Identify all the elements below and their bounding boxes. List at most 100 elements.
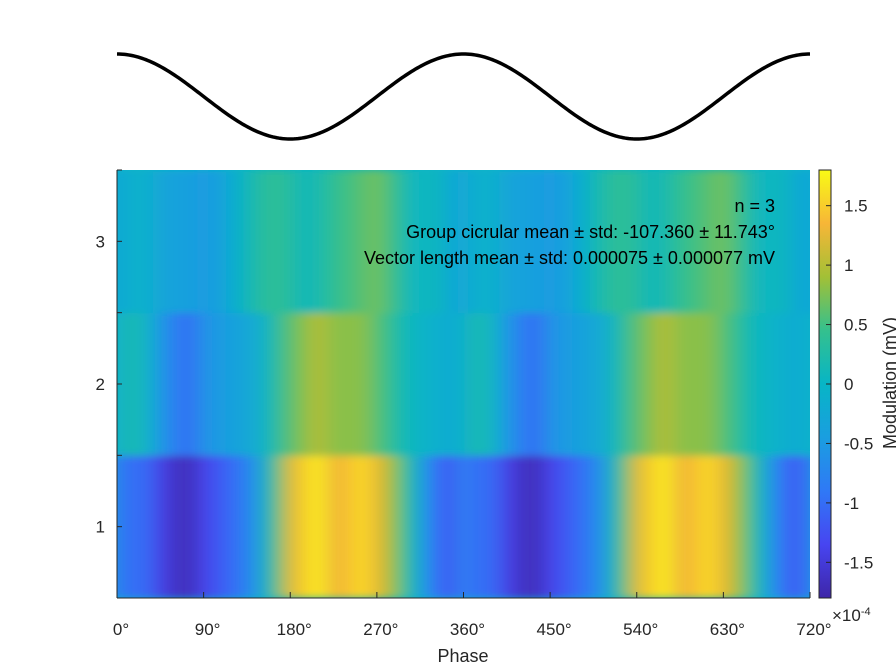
heatmap-cell [340, 170, 356, 314]
heatmap-cell [787, 170, 804, 314]
heatmap-cell [701, 312, 717, 456]
heatmap-cell [499, 170, 515, 314]
heatmap-cell [585, 170, 602, 314]
heatmap-cell [123, 312, 140, 456]
heatmap-cell [600, 312, 616, 456]
heatmap-cell [167, 312, 183, 456]
heatmap-cell [282, 170, 298, 314]
heatmap-cell [758, 454, 775, 598]
heatmap-cell [296, 454, 313, 598]
heatmap-cell [167, 454, 183, 598]
heatmap-cell [556, 454, 573, 598]
heatmap-cell [542, 170, 558, 314]
heatmap-cell [571, 170, 587, 314]
heatmap-cell [152, 312, 169, 456]
heatmap-cell [152, 454, 169, 598]
heatmap-cell [325, 170, 342, 314]
heatmap-cell [325, 312, 342, 456]
heatmap-cell [426, 312, 443, 456]
heatmap-cell [123, 170, 140, 314]
heatmap-cell [210, 170, 226, 314]
heatmap-cell [643, 170, 659, 314]
x-tick-label: 360° [450, 620, 485, 639]
heatmap-cell [369, 454, 385, 598]
phase-reference-sine-line [116, 52, 811, 141]
heatmap-cell [513, 454, 529, 598]
heatmap-cell [513, 312, 529, 456]
heatmap-cell [730, 170, 746, 314]
heatmap-cell [354, 312, 371, 456]
annotation-block: n = 3 Group cicrular mean ± std: -107.36… [364, 196, 775, 268]
heatmap-cell [181, 454, 197, 598]
heatmap-cell [571, 312, 587, 456]
heatmap-cell [527, 170, 544, 314]
heatmap-cell [802, 454, 810, 598]
colorbar-label: Modulation (mV) [880, 317, 896, 449]
heatmap-cell [629, 454, 645, 598]
y-tick-label: 1 [96, 518, 105, 537]
heatmap-cell [195, 454, 212, 598]
annotation-circular-mean: Group cicrular mean ± std: -107.360 ± 11… [406, 222, 775, 242]
colorbar: -1.5 -1 -0.5 0 0.5 1 1.5 ×10-4 Modulation (mV) [818, 169, 896, 625]
x-tick-label: 180° [277, 620, 312, 639]
heatmap-cell [614, 312, 631, 456]
heatmap-cell [412, 312, 428, 456]
heatmap-cell [455, 312, 472, 456]
heatmap-cell [340, 454, 356, 598]
heatmap-cell [441, 170, 457, 314]
heatmap-cell [398, 170, 414, 314]
heatmap-cell [758, 312, 775, 456]
heatmap-cell [268, 170, 284, 314]
colorbar-tick-label: -1.5 [844, 553, 873, 572]
y-tick-label: 2 [96, 375, 105, 394]
heatmap-cell [542, 312, 558, 456]
heatmap-cell [239, 312, 255, 456]
colorbar-tick-label: -1 [844, 494, 859, 513]
heatmap-cell [701, 454, 717, 598]
heatmap-cell [369, 312, 385, 456]
heatmap-cell [224, 170, 241, 314]
x-tick-label: 90° [195, 620, 221, 639]
heatmap-cell [556, 170, 573, 314]
heatmap-cell [181, 312, 197, 456]
heatmap-cell [412, 170, 428, 314]
heatmap-cell [730, 312, 746, 456]
heatmap-cell [715, 312, 732, 456]
heatmap-cell [585, 312, 602, 456]
heatmap-cell [701, 170, 717, 314]
heatmap-cell [383, 170, 400, 314]
heatmap-cell [369, 170, 385, 314]
heatmap-cell [470, 170, 486, 314]
heatmap-cell [123, 454, 140, 598]
x-tick-label: 450° [537, 620, 572, 639]
heatmap-cell [296, 170, 313, 314]
heatmap-cell [802, 170, 810, 314]
heatmap-cell [600, 170, 616, 314]
heatmap-axes: 0° 90° 180° 270° 360° 450° 540° 630° 720° 1 2 3 [96, 169, 832, 639]
heatmap-cell [686, 170, 703, 314]
colorbar-multiplier: ×10-4 [832, 606, 871, 625]
heatmap-cell [686, 312, 703, 456]
heatmap-cell [686, 454, 703, 598]
x-ticks: 0° 90° 180° 270° 360° 450° 540° 630° 720° [113, 592, 832, 639]
heatmap-cell [499, 312, 515, 456]
x-tick-label: 270° [363, 620, 398, 639]
colorbar-tick-label: 1 [844, 256, 853, 275]
heatmap-cell [484, 312, 501, 456]
colorbar-tick-label: 0.5 [844, 316, 868, 335]
heatmap-cell [542, 454, 558, 598]
heatmap-cell [802, 312, 810, 456]
colorbar-tick-label: 0 [844, 375, 853, 394]
heatmap-cell [441, 454, 457, 598]
heatmap-cell [383, 312, 400, 456]
heatmap-cell [657, 454, 674, 598]
heatmap-cell [354, 170, 371, 314]
heatmap-cell [239, 454, 255, 598]
heatmap-cell [282, 312, 298, 456]
y-tick-label: 3 [96, 232, 105, 251]
heatmap-cell [787, 454, 804, 598]
heatmap-cell [744, 312, 760, 456]
heatmap-cell [138, 312, 154, 456]
heatmap-cell [470, 312, 486, 456]
heatmap-cell [282, 454, 298, 598]
